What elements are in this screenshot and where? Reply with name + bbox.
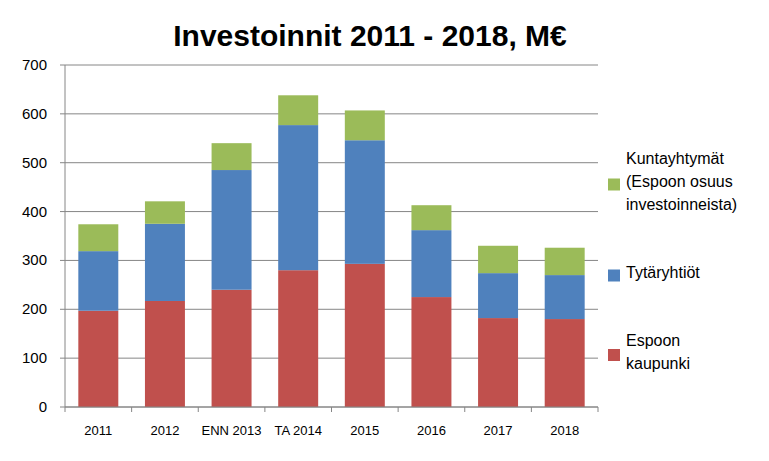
bar (545, 275, 585, 319)
bar (145, 301, 185, 407)
y-tick (60, 407, 65, 408)
grid-line (65, 113, 598, 114)
y-tick (60, 358, 65, 359)
legend-swatch (608, 270, 620, 282)
y-tick-label: 200 (22, 300, 47, 317)
y-tick-label: 300 (22, 251, 47, 268)
y-tick (60, 113, 65, 114)
y-tick (60, 162, 65, 163)
legend-label: Kuntayhtymät (Espoon osuus investoinneista… (626, 150, 737, 213)
bar (278, 125, 318, 270)
bar (478, 246, 518, 273)
x-tick (531, 407, 532, 412)
y-tick (60, 309, 65, 310)
bar (78, 311, 118, 407)
grid-line (65, 162, 598, 163)
bar (478, 318, 518, 407)
x-tick (464, 407, 465, 412)
legend-line: Tytäryhtiöt (626, 264, 700, 281)
chart: Investoinnit 2011 - 2018, M€ 0 100 200 300 40… (0, 0, 769, 461)
chart-title: Investoinnit 2011 - 2018, M€ (173, 19, 567, 52)
x-tick (398, 407, 399, 412)
legend-line: Espoon (626, 332, 680, 349)
x-tick-label: TA 2014 (274, 423, 321, 438)
bar (411, 297, 451, 407)
legend-label: Tytäryhtiöt (626, 264, 700, 281)
y-tick-label: 600 (22, 105, 47, 122)
x-tick-label: 2016 (417, 423, 446, 438)
bar (411, 230, 451, 297)
bar (278, 270, 318, 407)
bar (545, 319, 585, 407)
y-tick (60, 260, 65, 261)
x-tick-label: 2018 (550, 423, 579, 438)
legend-line: investoinneista) (626, 196, 737, 213)
bar (278, 95, 318, 125)
bars (78, 95, 584, 407)
x-tick-label: 2015 (350, 423, 379, 438)
bar (212, 290, 252, 407)
y-tick-label: 700 (22, 56, 47, 73)
x-tick-label: ENN 2013 (202, 423, 262, 438)
y-axis (65, 65, 66, 407)
bar (478, 273, 518, 318)
y-tick (60, 65, 65, 66)
x-tick (598, 407, 599, 412)
bar (145, 224, 185, 301)
legend-swatch (608, 179, 620, 191)
x-tick-label: 2011 (84, 423, 112, 438)
y-tick-label: 500 (22, 154, 47, 171)
x-tick (65, 407, 66, 412)
bar (78, 251, 118, 311)
legend-label: Espoon kaupunki (626, 332, 690, 372)
bar (345, 110, 385, 140)
bar (145, 201, 185, 223)
bar (345, 140, 385, 264)
x-tick (264, 407, 265, 412)
bar (545, 248, 585, 275)
bar (411, 205, 451, 230)
x-tick (331, 407, 332, 412)
y-tick-label: 400 (22, 203, 47, 220)
legend-line: kaupunki (626, 355, 690, 372)
x-tick-label: 2017 (484, 423, 513, 438)
y-tick (60, 211, 65, 212)
legend-line: Kuntayhtymät (626, 150, 724, 167)
bar (212, 143, 252, 170)
bar (345, 264, 385, 407)
x-tick (131, 407, 132, 412)
x-tick-label: 2012 (150, 423, 179, 438)
x-tick (198, 407, 199, 412)
legend-swatch (608, 349, 620, 361)
y-tick-label: 0 (39, 398, 47, 415)
y-tick-label: 100 (22, 349, 47, 366)
grid-line (65, 65, 598, 66)
bar (212, 170, 252, 290)
bar (78, 224, 118, 251)
legend-line: (Espoon osuus (626, 173, 733, 190)
